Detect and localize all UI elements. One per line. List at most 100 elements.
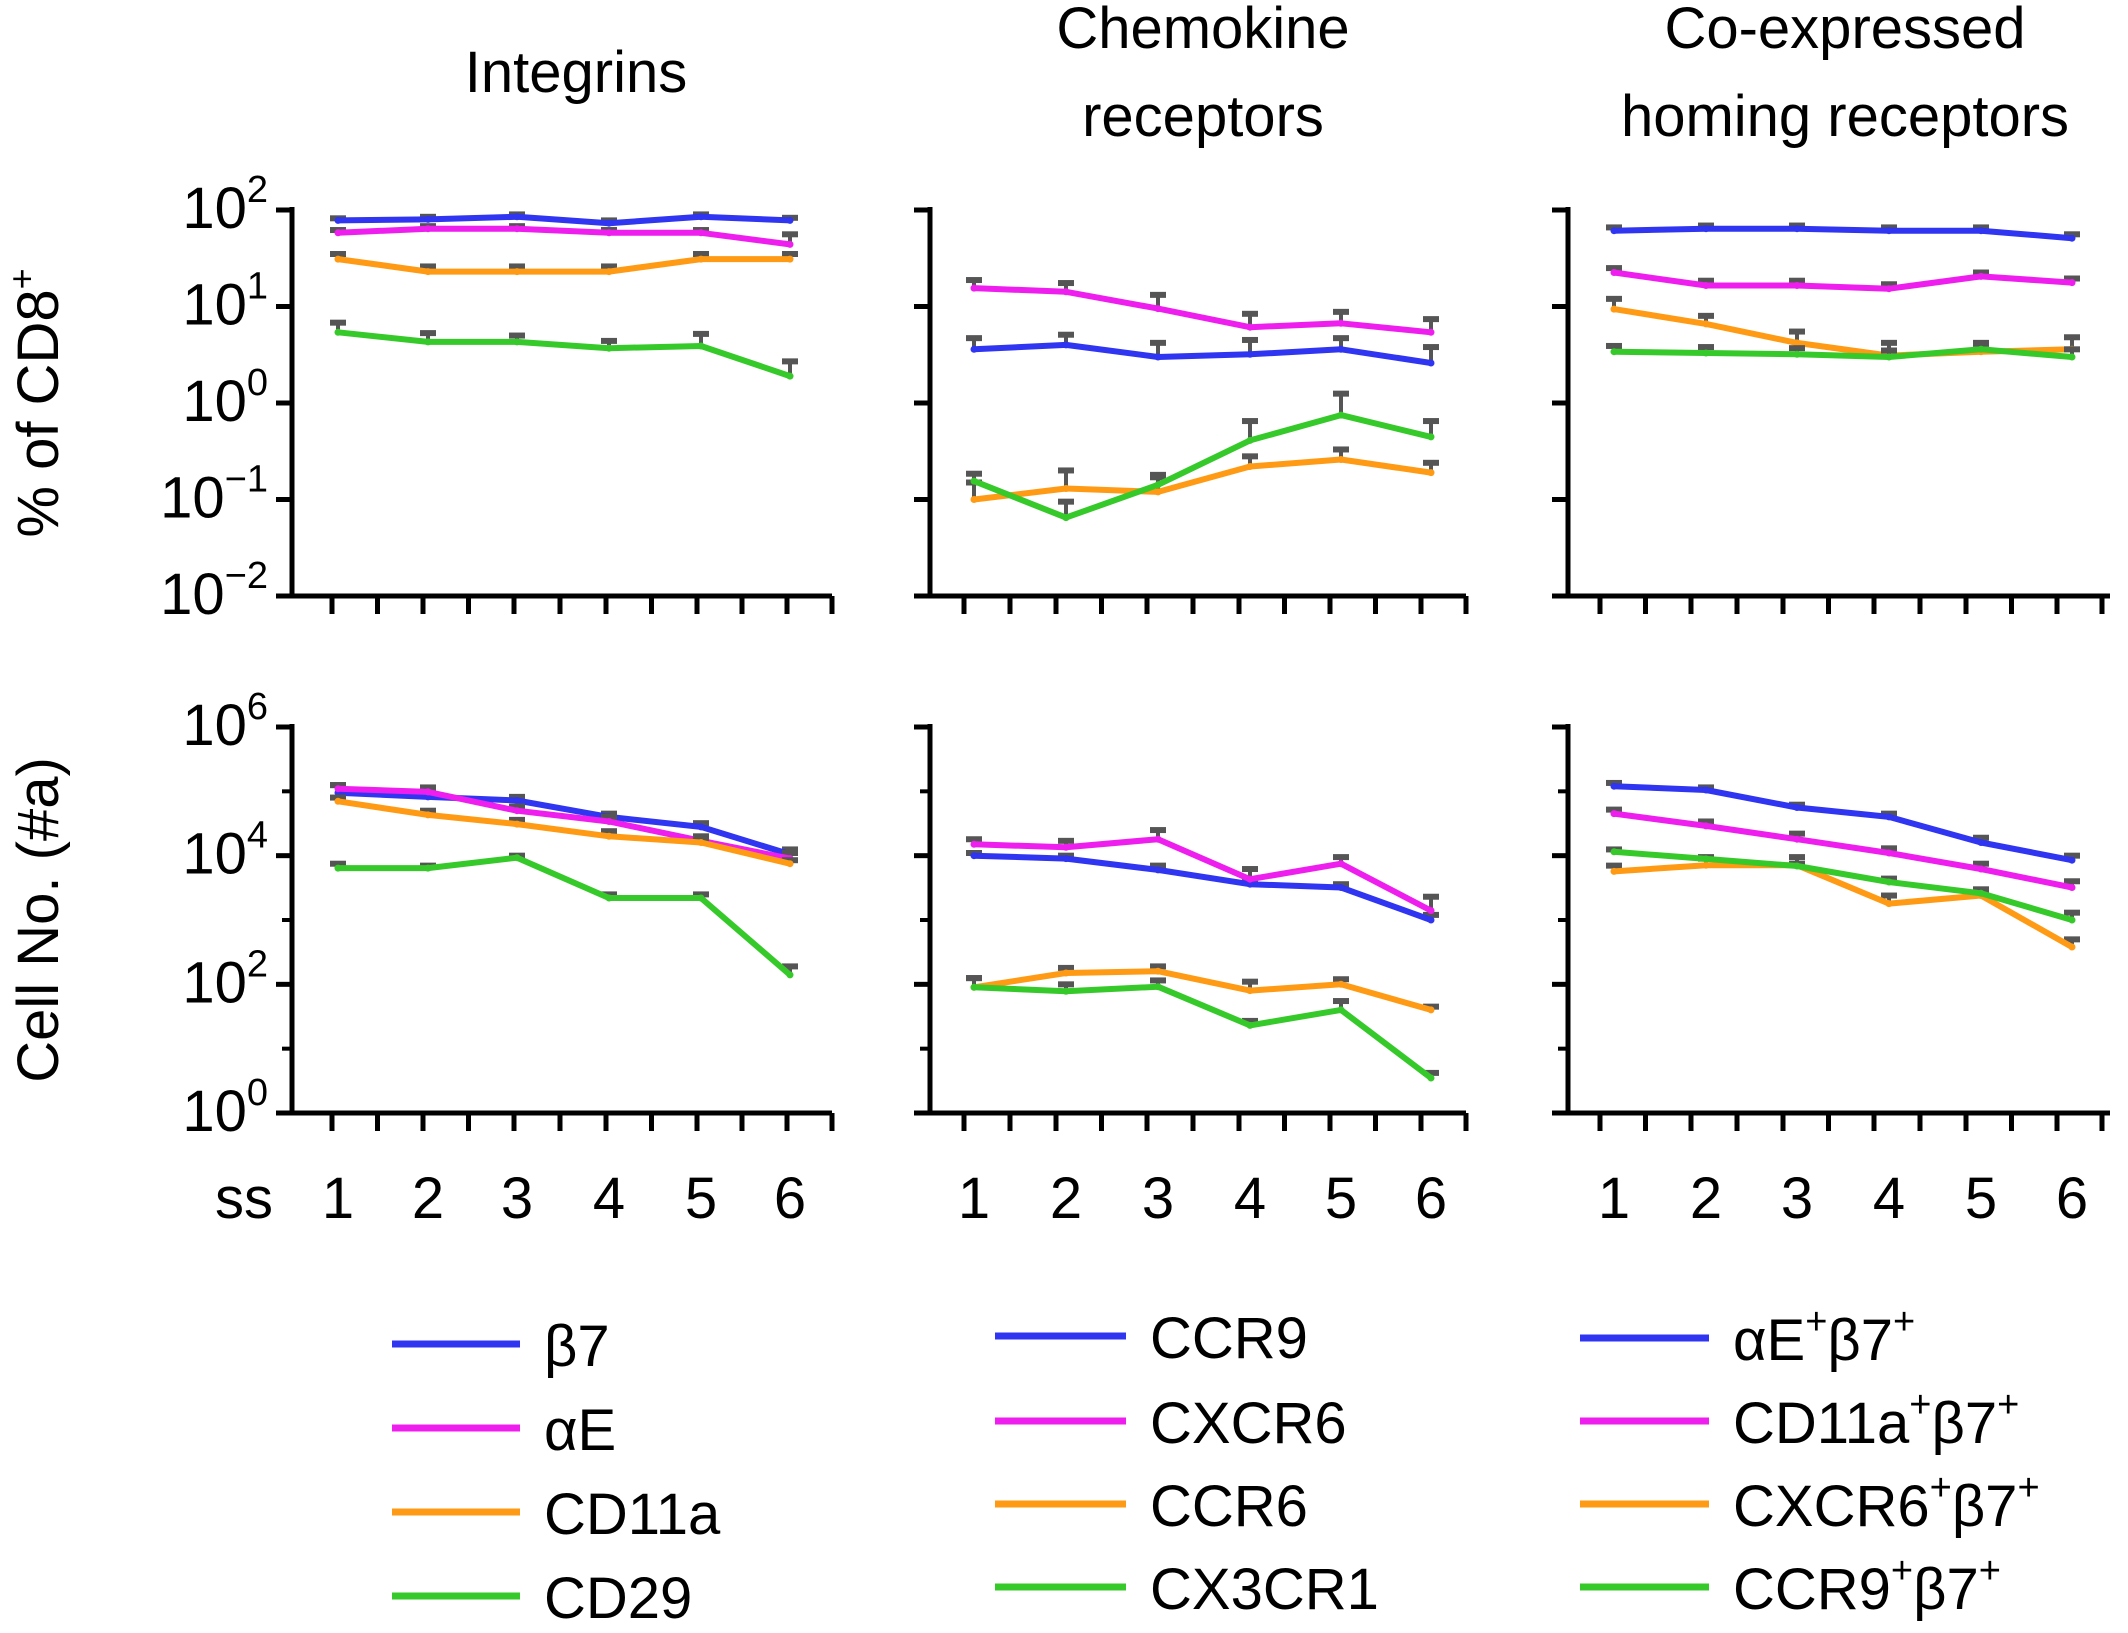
legend-label: β7 bbox=[544, 1314, 610, 1379]
data-point bbox=[970, 840, 978, 848]
data-point bbox=[1154, 866, 1162, 874]
y-tick-base: 10 bbox=[182, 369, 247, 434]
legend-label: αE+β7+ bbox=[1733, 1301, 1915, 1373]
legend-label: CXCR6+β7+ bbox=[1733, 1467, 2040, 1539]
data-point bbox=[1062, 485, 1070, 492]
data-point bbox=[334, 864, 342, 872]
data-point bbox=[970, 496, 978, 503]
legend-label: CD11a+β7+ bbox=[1733, 1384, 2019, 1456]
series-line bbox=[973, 968, 1432, 1013]
series-CCR9 bbox=[966, 850, 1439, 924]
data-point bbox=[786, 372, 794, 380]
y-axis-label-sup: + bbox=[1, 268, 42, 289]
legend-label-sup: + bbox=[1979, 1550, 2001, 1592]
data-point bbox=[424, 864, 432, 872]
legend-label-main: CXCR6 bbox=[1733, 1474, 1930, 1539]
series-β7 bbox=[330, 211, 798, 227]
x-tick-label: 2 bbox=[1050, 1166, 1082, 1231]
x-tick-label: 2 bbox=[1690, 1166, 1722, 1231]
x-tick-label: 4 bbox=[593, 1166, 625, 1231]
x-tick-label: 1 bbox=[958, 1166, 990, 1231]
data-point bbox=[424, 215, 432, 223]
data-point bbox=[1977, 839, 1985, 846]
legend-label: αE bbox=[544, 1398, 616, 1463]
data-point bbox=[1062, 987, 1070, 995]
data-point bbox=[334, 216, 342, 224]
data-point bbox=[1337, 456, 1345, 463]
data-point bbox=[1062, 969, 1070, 977]
data-point bbox=[334, 255, 342, 263]
panel-title: Co-expressed bbox=[1664, 0, 2025, 61]
x-tick-label: 3 bbox=[1142, 1166, 1174, 1231]
legend-3: αE+β7+CD11a+β7+CXCR6+β7+CCR9+β7+ bbox=[1580, 1301, 2040, 1622]
series-line bbox=[972, 412, 1432, 521]
legend-label-sup: + bbox=[1909, 1384, 1931, 1426]
x-tick-label: 6 bbox=[774, 1166, 806, 1231]
data-point bbox=[2068, 234, 2076, 242]
data-point bbox=[1793, 282, 1801, 289]
data-point bbox=[605, 818, 613, 825]
data-point bbox=[334, 328, 342, 336]
series-CD11a⁺β7⁺ bbox=[1606, 265, 2080, 293]
data-point bbox=[1246, 1021, 1254, 1029]
data-point bbox=[970, 345, 978, 353]
y-tick-label: 101 bbox=[182, 266, 268, 338]
data-point bbox=[786, 860, 794, 868]
data-point bbox=[1977, 889, 1985, 897]
y-axis-label-text: % of CD8 bbox=[6, 289, 71, 537]
data-point bbox=[1154, 983, 1162, 991]
data-point bbox=[1246, 463, 1254, 470]
data-point bbox=[786, 240, 794, 248]
legend-label-sup: + bbox=[1893, 1301, 1915, 1343]
data-point bbox=[1246, 987, 1254, 995]
data-point bbox=[1885, 227, 1893, 235]
y-axis-label-top: % of CD8+ bbox=[1, 268, 71, 537]
series-CCR6 bbox=[966, 446, 1439, 503]
data-point bbox=[2068, 279, 2076, 287]
data-point bbox=[1427, 359, 1435, 367]
data-point bbox=[513, 225, 521, 233]
series-CCR9 bbox=[966, 331, 1439, 367]
data-point bbox=[697, 342, 705, 350]
legend-label: CD11a bbox=[544, 1482, 721, 1547]
data-point bbox=[513, 338, 521, 346]
y-tick-exponent: −1 bbox=[225, 459, 268, 501]
series-αE bbox=[330, 223, 798, 248]
data-point bbox=[424, 811, 432, 819]
series-αE⁺β7⁺ bbox=[1606, 222, 2080, 242]
data-point bbox=[605, 268, 613, 276]
series-line bbox=[1613, 783, 2073, 864]
data-point bbox=[1793, 835, 1801, 843]
data-point bbox=[1702, 861, 1710, 869]
chart-panel-top-middle bbox=[914, 207, 1469, 614]
y-tick-base: 10 bbox=[182, 822, 247, 887]
legend-1: β7 αE CD11a CD29 bbox=[392, 1314, 721, 1631]
data-point bbox=[697, 213, 705, 221]
series-CD11a⁺β7⁺ bbox=[1606, 806, 2080, 891]
data-point bbox=[697, 823, 705, 831]
legend-label-mid: β7 bbox=[1952, 1474, 2018, 1539]
series-CXCR6 bbox=[966, 277, 1439, 336]
series-line bbox=[973, 852, 1433, 923]
data-point bbox=[334, 797, 342, 805]
legend-label: CXCR6 bbox=[1150, 1391, 1347, 1456]
y-tick-exponent: 2 bbox=[247, 169, 268, 211]
data-point bbox=[1337, 319, 1345, 327]
legend-label-sup: + bbox=[1891, 1550, 1913, 1592]
series-line bbox=[1613, 269, 2073, 292]
series-CCR9⁺β7⁺ bbox=[1606, 846, 2080, 924]
series-line bbox=[973, 285, 1432, 336]
data-point bbox=[1427, 907, 1435, 915]
data-point bbox=[605, 832, 613, 840]
legend-label: CD29 bbox=[544, 1566, 692, 1631]
data-point bbox=[1610, 848, 1618, 856]
legend-label: CCR6 bbox=[1150, 1474, 1308, 1539]
data-point bbox=[697, 839, 705, 846]
data-point bbox=[605, 219, 613, 227]
data-point bbox=[1793, 350, 1801, 358]
series-line bbox=[973, 836, 1433, 914]
series-line bbox=[973, 341, 1432, 366]
